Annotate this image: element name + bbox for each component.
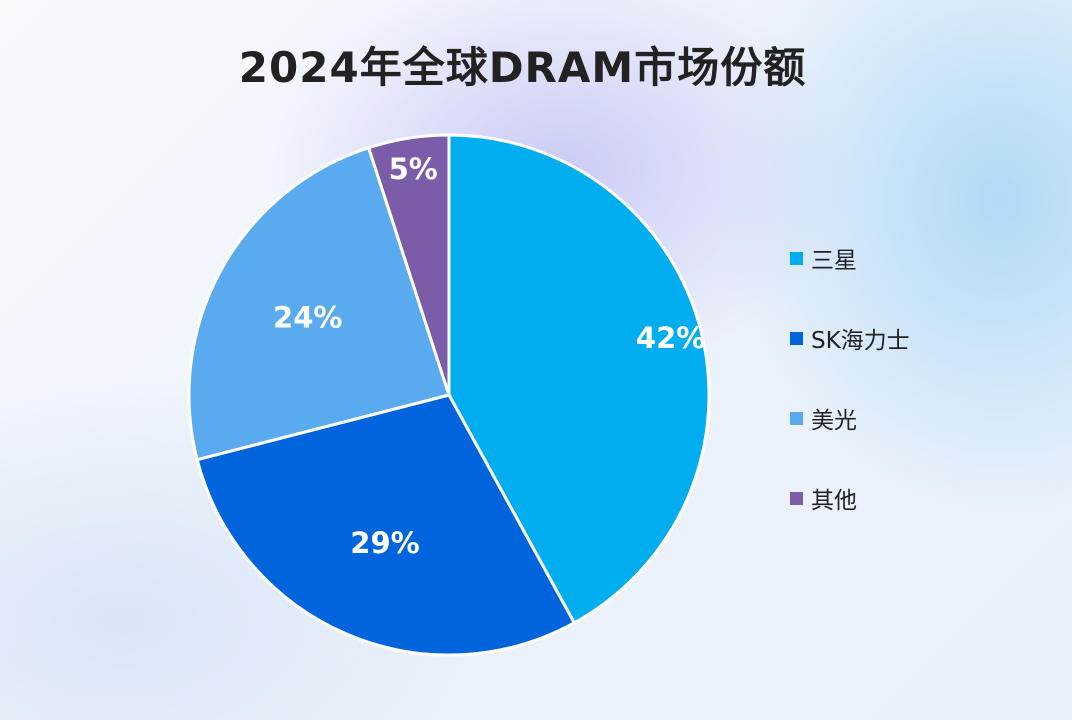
pie-slices (187, 133, 711, 657)
legend-item-micron: 美光 (790, 402, 1030, 434)
legend-label: 美光 (811, 408, 857, 434)
legend-swatch (790, 331, 803, 345)
pie-label-sk-hynix: 29% (350, 526, 419, 560)
pie-slice-micron (187, 146, 451, 462)
legend: 三星 SK海力士 美光 其他 (790, 242, 1030, 562)
chart-title: 2024年全球DRAM市场份额 (238, 43, 807, 92)
legend-item-samsung: 三星 (790, 242, 1030, 274)
legend-swatch (790, 491, 803, 505)
pie-slice-sk-hynix (195, 393, 576, 657)
pie-slice-others (367, 133, 451, 397)
pie-label-samsung: 42% (636, 321, 705, 355)
legend-item-sk-hynix: SK海力士 (790, 322, 1030, 354)
legend-label: SK海力士 (811, 328, 910, 354)
pie-slice-samsung (447, 133, 711, 625)
pie-labels: 42% 29% 24% 5% (273, 152, 705, 560)
legend-swatch (790, 411, 803, 425)
legend-label: 三星 (811, 248, 857, 274)
legend-label: 其他 (811, 488, 857, 514)
legend-swatch (790, 251, 803, 265)
pie-label-others: 5% (389, 152, 438, 186)
legend-item-others: 其他 (790, 482, 1030, 514)
pie-label-micron: 24% (273, 300, 342, 334)
